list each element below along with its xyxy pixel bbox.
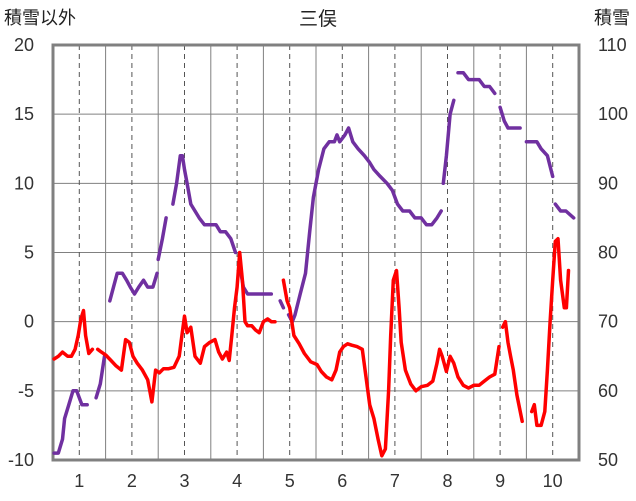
other-series-line: [529, 236, 571, 428]
x-tick-label: 3: [179, 471, 189, 491]
snow-series-line: [456, 70, 497, 96]
left-y-tick-label: -10: [8, 450, 34, 470]
right-y-tick-label: 50: [598, 450, 618, 470]
x-tick-label: 4: [232, 471, 242, 491]
right-y-tick-label: 70: [598, 312, 618, 332]
left-y-tick-label: 20: [14, 35, 34, 55]
x-tick-label: 2: [127, 471, 137, 491]
snow-series-line: [108, 271, 159, 303]
left-y-tick-label: 0: [24, 312, 34, 332]
x-tick-label: 10: [543, 471, 563, 491]
snow-series-line: [278, 299, 286, 310]
left-axis-label: 積雪以外: [4, 8, 76, 29]
left-y-tick-label: 5: [24, 243, 34, 263]
x-tick-label: 5: [285, 471, 295, 491]
other-series-line: [52, 308, 95, 361]
other-series-line: [500, 319, 524, 424]
other-series-line: [95, 250, 277, 404]
other-series-line: [281, 268, 501, 458]
plot-frame: [51, 43, 581, 462]
x-tick-label: 1: [74, 471, 84, 491]
x-tick-label: 8: [442, 471, 452, 491]
right-y-tick-label: 100: [598, 104, 628, 124]
right-y-tick-label: 90: [598, 173, 618, 193]
left-y-tick-label: 10: [14, 173, 34, 193]
snow-series-line: [94, 354, 107, 400]
right-y-tick-label: 80: [598, 243, 618, 263]
right-y-tick-label: 110: [598, 35, 627, 55]
snow-series-line: [441, 98, 456, 186]
snow-series-line: [553, 202, 576, 220]
snow-series-line: [498, 105, 522, 130]
snow-series-line: [171, 153, 238, 255]
x-tick-label: 7: [390, 471, 400, 491]
right-y-tick-label: 60: [598, 381, 618, 401]
snow-series-line: [52, 389, 89, 455]
right-axis-label: 積雪: [594, 8, 630, 29]
x-tick-label: 9: [495, 471, 505, 491]
snow-series-line: [286, 126, 443, 324]
chart-title: 三俣: [298, 8, 337, 30]
x-tick-label: 6: [337, 471, 347, 491]
snow-series-line: [524, 140, 555, 179]
left-y-tick-label: -5: [18, 381, 34, 401]
left-y-tick-label: 15: [14, 104, 34, 124]
snow-series-line: [156, 216, 168, 262]
